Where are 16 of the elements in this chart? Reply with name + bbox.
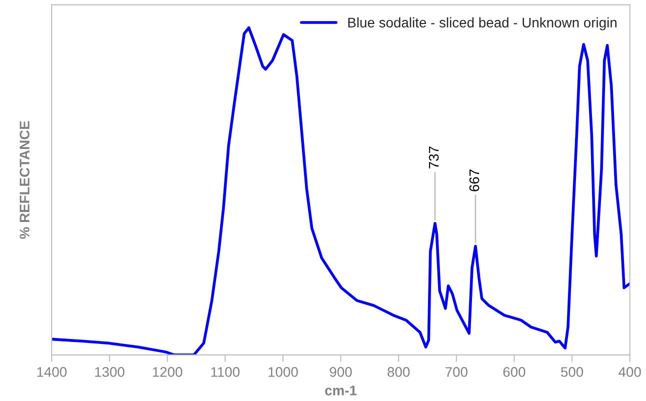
x-tick-label: 1100: [211, 367, 240, 377]
x-tick-label: 500: [561, 367, 584, 377]
legend-label: Blue sodalite - sliced bead - Unknown origin: [348, 17, 616, 30]
x-tick-label: 700: [446, 367, 468, 377]
y-axis-title: % REFLECTANCE: [20, 121, 30, 239]
x-tick-label: 1000: [268, 367, 298, 377]
annotation: 737: [428, 146, 439, 168]
x-tick-label: 800: [388, 367, 410, 377]
x-tick-label: 400: [618, 367, 641, 377]
x-tick-label: 1200: [152, 367, 182, 377]
x-tick-label: 1400: [37, 367, 67, 377]
x-tick-label: 900: [330, 367, 352, 377]
x-tick-label: 600: [503, 367, 526, 377]
x-axis-title: cm-1: [325, 386, 357, 396]
annotation: 667: [469, 170, 480, 192]
x-tick-label: 1300: [95, 367, 124, 377]
